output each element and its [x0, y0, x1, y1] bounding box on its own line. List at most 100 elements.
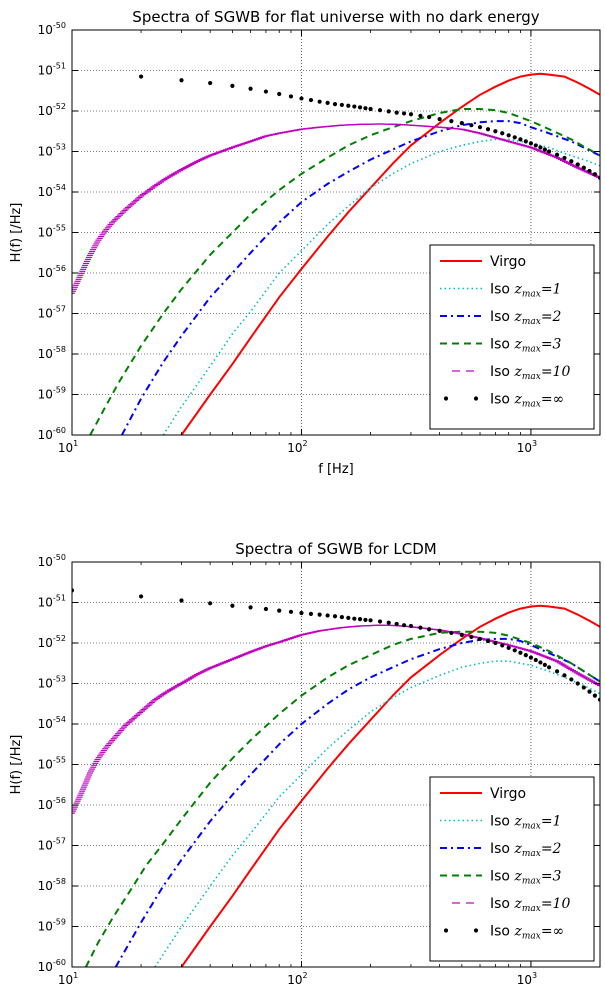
data-point — [500, 643, 505, 648]
data-point — [427, 627, 432, 632]
legend-item: Iso zmax=3 — [440, 337, 562, 355]
legend-label: Iso zmax=∞ — [490, 924, 564, 942]
data-point — [308, 97, 314, 103]
data-point — [485, 127, 491, 132]
data-point — [138, 74, 144, 79]
legend-label: Virgo — [490, 786, 526, 802]
data-point — [469, 634, 474, 640]
data-point — [500, 131, 505, 136]
y-axis-label: H(f) [/Hz] — [9, 203, 24, 263]
data-point — [346, 615, 351, 620]
data-point — [325, 100, 330, 105]
data-point — [408, 112, 414, 117]
data-point — [230, 83, 235, 88]
legend-label: Iso zmax=2 — [490, 309, 562, 327]
data-point — [469, 123, 474, 128]
legend-box — [429, 244, 595, 430]
legend-marker — [473, 396, 479, 401]
y-axis-label: H(f) [/Hz] — [9, 735, 24, 795]
y-tick-label: 10-53 — [38, 675, 66, 691]
y-tick-label: 10-58 — [38, 345, 66, 361]
legend-item: Iso zmax=2 — [440, 309, 562, 327]
data-point — [538, 660, 543, 665]
x-tick-label: 102 — [287, 971, 307, 986]
legend: Virgo Iso zmax=1 Iso zmax=2 Iso zmax=3 Iso z… — [429, 244, 595, 430]
x-tick-label: 101 — [58, 439, 78, 455]
y-tick-label: 10-57 — [38, 837, 66, 853]
legend-item: Iso zmax=10 — [452, 364, 570, 382]
data-point — [506, 133, 511, 138]
data-point — [408, 623, 414, 629]
data-point — [339, 614, 344, 620]
x-tick-label: 102 — [287, 439, 307, 455]
data-point — [352, 104, 357, 109]
series-virgo — [180, 72, 600, 435]
legend-box — [429, 776, 595, 962]
data-point — [459, 632, 464, 638]
data-point — [587, 168, 592, 174]
data-point — [485, 638, 491, 644]
series-iso-zmax-1 — [154, 660, 600, 967]
y-tick-label: 10-56 — [38, 264, 66, 280]
data-point — [581, 165, 586, 170]
data-point — [248, 86, 253, 91]
data-point — [449, 630, 454, 635]
data-point — [569, 677, 574, 682]
data-point — [377, 108, 383, 113]
y-tick-label: 10-59 — [38, 918, 66, 934]
legend-label: Iso zmax=10 — [490, 896, 570, 914]
chart-title: Spectra of SGWB for flat universe with n… — [132, 8, 540, 26]
legend-label: Iso zmax=2 — [490, 841, 562, 859]
data-point — [363, 106, 368, 111]
data-point — [528, 141, 534, 146]
data-point — [363, 617, 368, 623]
y-tick-label: 10-52 — [38, 102, 66, 118]
series-group — [72, 588, 600, 967]
data-point — [72, 588, 75, 593]
data-point — [581, 685, 586, 690]
legend-marker — [443, 928, 449, 933]
legend-label: Iso zmax=1 — [490, 814, 561, 832]
chart-panel-2: Spectra of SGWB for LCDM 101 102 103 10-60 10… — [9, 540, 601, 986]
x-tick-label: 103 — [517, 439, 537, 455]
data-point — [317, 99, 322, 104]
legend-item: Iso zmax=∞ — [443, 392, 564, 410]
y-tick-label: 10-56 — [38, 796, 66, 812]
data-point — [288, 94, 294, 99]
data-point — [459, 121, 464, 126]
data-point — [542, 662, 547, 667]
data-point — [299, 610, 304, 616]
y-tick-label: 10-55 — [38, 756, 66, 772]
y-tick-label: 10-59 — [38, 386, 66, 402]
series-group — [72, 72, 600, 435]
data-point — [554, 152, 560, 157]
y-tick-label: 10-50 — [38, 553, 66, 569]
data-point — [512, 648, 517, 653]
legend-label: Iso zmax=3 — [490, 337, 562, 355]
data-point — [386, 109, 391, 114]
legend-item: Iso zmax=3 — [440, 869, 562, 887]
data-point — [587, 689, 592, 694]
data-point — [138, 594, 144, 599]
data-point — [538, 145, 543, 150]
series-iso-zmax-inf — [72, 588, 600, 702]
data-point — [248, 605, 253, 610]
data-point — [562, 673, 567, 678]
data-point — [418, 625, 423, 630]
y-tick-label: 10-60 — [38, 958, 66, 974]
legend-label: Iso zmax=3 — [490, 869, 562, 887]
data-point — [179, 598, 184, 603]
data-point — [179, 78, 184, 83]
series-iso-zmax-10 — [72, 624, 600, 814]
data-point — [346, 103, 351, 108]
data-point — [575, 162, 580, 167]
data-point — [542, 147, 547, 152]
series-iso-zmax-3 — [85, 630, 600, 967]
data-point — [368, 106, 373, 112]
data-point — [477, 636, 483, 642]
grid — [72, 30, 600, 435]
data-point — [562, 155, 567, 161]
data-point — [597, 175, 600, 180]
data-point — [332, 102, 338, 107]
